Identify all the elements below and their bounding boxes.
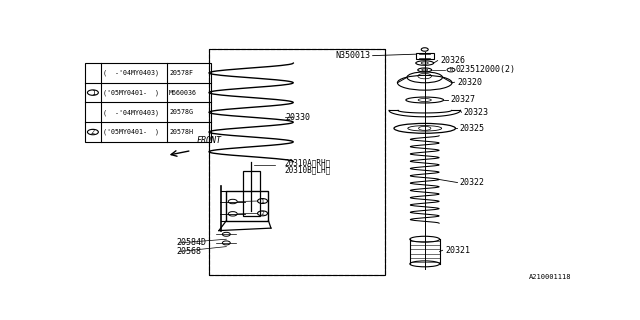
Text: 20330: 20330: [286, 113, 311, 122]
Text: 20578F: 20578F: [169, 70, 193, 76]
Text: 20310B〈LH〉: 20310B〈LH〉: [284, 166, 331, 175]
Text: 20584D: 20584D: [177, 238, 207, 247]
Text: N350013: N350013: [335, 51, 370, 60]
Text: FRONT: FRONT: [196, 136, 221, 145]
Text: 1: 1: [91, 90, 95, 96]
Text: 20327: 20327: [450, 95, 475, 105]
Text: 20310A〈RH〉: 20310A〈RH〉: [284, 158, 331, 167]
Text: ('05MY0401-  ): ('05MY0401- ): [103, 129, 159, 135]
Text: ('05MY0401-  ): ('05MY0401- ): [103, 89, 159, 96]
Text: 20568: 20568: [177, 247, 202, 256]
Text: 023512000(2): 023512000(2): [456, 65, 516, 75]
Text: N: N: [449, 68, 452, 72]
Text: (  -'04MY0403): ( -'04MY0403): [103, 109, 159, 116]
Text: 20322: 20322: [460, 178, 485, 187]
Text: 2: 2: [91, 129, 95, 135]
Text: 2: 2: [260, 211, 264, 216]
Text: 20320: 20320: [457, 78, 482, 87]
Text: 20325: 20325: [460, 124, 485, 133]
Text: A210001118: A210001118: [529, 274, 571, 280]
Text: 20326: 20326: [440, 56, 465, 65]
Text: (  -'04MY0403): ( -'04MY0403): [103, 70, 159, 76]
Text: 20578H: 20578H: [169, 129, 193, 135]
Text: 20321: 20321: [445, 246, 470, 255]
Text: 20323: 20323: [464, 108, 489, 117]
Text: 20578G: 20578G: [169, 109, 193, 115]
Text: M660036: M660036: [169, 90, 197, 96]
Text: 1: 1: [260, 198, 264, 204]
